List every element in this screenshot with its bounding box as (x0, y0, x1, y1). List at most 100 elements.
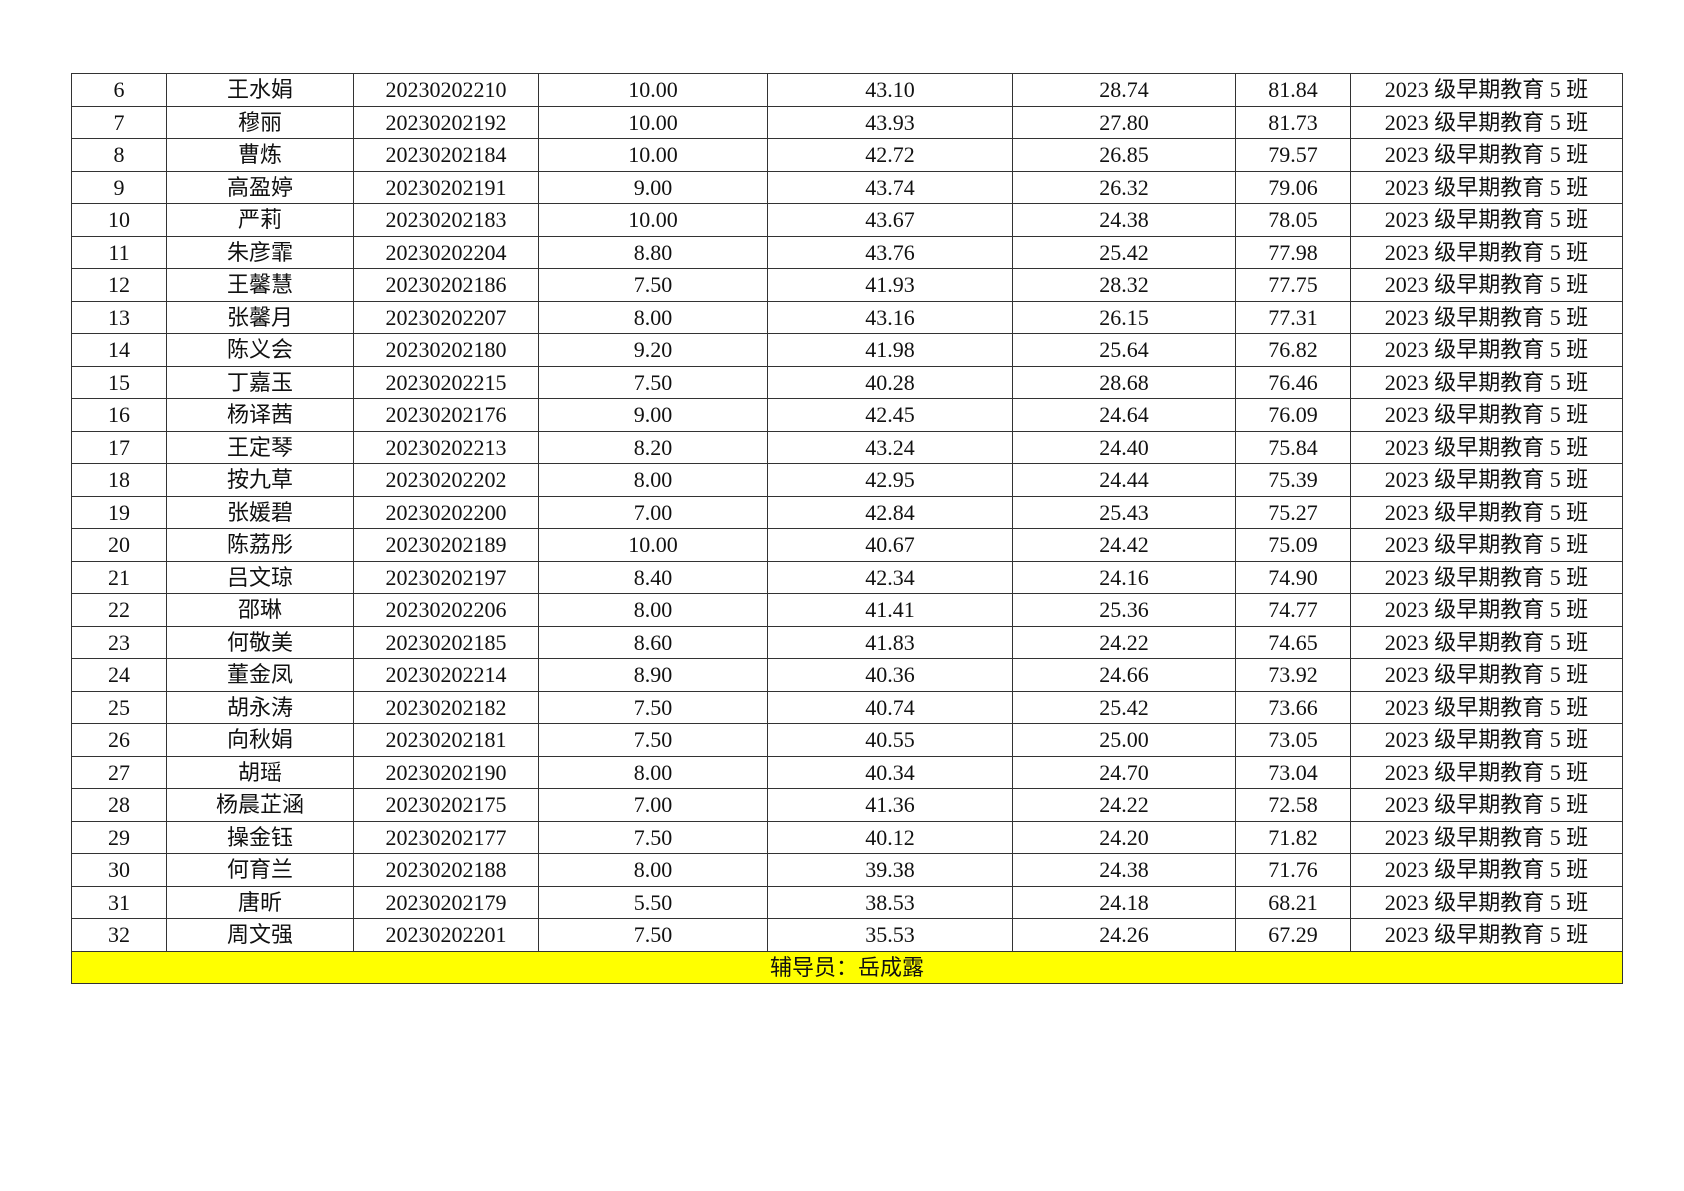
cell-total: 71.82 (1235, 820, 1351, 854)
cell-name: 陈义会 (166, 333, 354, 367)
cell-score-b: 40.34 (767, 755, 1013, 789)
cell-class: 2023 级早期教育 5 班 (1350, 918, 1623, 952)
cell-student-id: 20230202175 (353, 788, 539, 822)
cell-rank: 23 (71, 625, 167, 659)
cell-score-c: 25.64 (1012, 333, 1236, 367)
cell-student-id: 20230202207 (353, 300, 539, 334)
cell-name: 张媛碧 (166, 495, 354, 529)
cell-score-a: 8.90 (538, 658, 768, 692)
cell-rank: 22 (71, 593, 167, 627)
cell-score-b: 43.76 (767, 235, 1013, 269)
cell-score-a: 8.00 (538, 853, 768, 887)
cell-total: 67.29 (1235, 918, 1351, 952)
cell-student-id: 20230202202 (353, 463, 539, 497)
cell-rank: 6 (71, 73, 167, 107)
cell-rank: 31 (71, 885, 167, 919)
table-row: 19 张媛碧 20230202200 7.00 42.84 25.43 75.27 2023 … (71, 495, 1623, 529)
cell-score-c: 24.16 (1012, 560, 1236, 594)
cell-score-c: 28.68 (1012, 365, 1236, 399)
cell-rank: 30 (71, 853, 167, 887)
cell-class: 2023 级早期教育 5 班 (1350, 463, 1623, 497)
cell-rank: 29 (71, 820, 167, 854)
table-row: 28 杨晨芷涵 20230202175 7.00 41.36 24.22 72.58 2023… (71, 788, 1623, 822)
cell-class: 2023 级早期教育 5 班 (1350, 853, 1623, 887)
cell-class: 2023 级早期教育 5 班 (1350, 430, 1623, 464)
cell-score-b: 40.36 (767, 658, 1013, 692)
cell-class: 2023 级早期教育 5 班 (1350, 690, 1623, 724)
cell-class: 2023 级早期教育 5 班 (1350, 788, 1623, 822)
cell-class: 2023 级早期教育 5 班 (1350, 170, 1623, 204)
cell-student-id: 20230202182 (353, 690, 539, 724)
table-row: 15 丁嘉玉 20230202215 7.50 40.28 28.68 76.46 2023 … (71, 365, 1623, 399)
cell-name: 何育兰 (166, 853, 354, 887)
cell-score-a: 8.20 (538, 430, 768, 464)
table-row: 11 朱彦霏 20230202204 8.80 43.76 25.42 77.98 2023 … (71, 235, 1623, 269)
cell-score-c: 24.40 (1012, 430, 1236, 464)
cell-score-a: 7.00 (538, 495, 768, 529)
cell-rank: 32 (71, 918, 167, 952)
cell-name: 操金钰 (166, 820, 354, 854)
table-row: 14 陈义会 20230202180 9.20 41.98 25.64 76.82 2023 … (71, 333, 1623, 367)
cell-name: 唐昕 (166, 885, 354, 919)
cell-class: 2023 级早期教育 5 班 (1350, 560, 1623, 594)
cell-total: 68.21 (1235, 885, 1351, 919)
cell-score-b: 40.55 (767, 723, 1013, 757)
cell-score-c: 24.38 (1012, 203, 1236, 237)
cell-class: 2023 级早期教育 5 班 (1350, 73, 1623, 107)
cell-name: 吕文琼 (166, 560, 354, 594)
cell-student-id: 20230202192 (353, 105, 539, 139)
cell-student-id: 20230202177 (353, 820, 539, 854)
cell-student-id: 20230202184 (353, 138, 539, 172)
cell-student-id: 20230202206 (353, 593, 539, 627)
cell-score-a: 7.50 (538, 918, 768, 952)
cell-score-c: 24.66 (1012, 658, 1236, 692)
counselor-label: 辅导员：岳成露 (71, 950, 1623, 984)
cell-name: 杨晨芷涵 (166, 788, 354, 822)
cell-score-a: 8.80 (538, 235, 768, 269)
cell-student-id: 20230202190 (353, 755, 539, 789)
cell-score-a: 7.50 (538, 365, 768, 399)
cell-name: 曹炼 (166, 138, 354, 172)
cell-rank: 16 (71, 398, 167, 432)
table-row: 21 吕文琼 20230202197 8.40 42.34 24.16 74.90 2023 … (71, 560, 1623, 594)
cell-score-b: 43.93 (767, 105, 1013, 139)
cell-rank: 13 (71, 300, 167, 334)
cell-name: 周文强 (166, 918, 354, 952)
cell-score-a: 8.40 (538, 560, 768, 594)
cell-score-a: 10.00 (538, 105, 768, 139)
cell-student-id: 20230202176 (353, 398, 539, 432)
table-row: 13 张馨月 20230202207 8.00 43.16 26.15 77.31 2023 … (71, 300, 1623, 334)
cell-class: 2023 级早期教育 5 班 (1350, 820, 1623, 854)
cell-student-id: 20230202189 (353, 528, 539, 562)
cell-score-b: 41.41 (767, 593, 1013, 627)
cell-total: 76.46 (1235, 365, 1351, 399)
cell-score-b: 43.67 (767, 203, 1013, 237)
cell-total: 75.84 (1235, 430, 1351, 464)
cell-total: 81.84 (1235, 73, 1351, 107)
cell-rank: 26 (71, 723, 167, 757)
cell-rank: 17 (71, 430, 167, 464)
table-row: 24 董金凤 20230202214 8.90 40.36 24.66 73.92 2023 … (71, 658, 1623, 692)
cell-score-c: 24.22 (1012, 788, 1236, 822)
cell-rank: 9 (71, 170, 167, 204)
cell-name: 胡永涛 (166, 690, 354, 724)
cell-name: 张馨月 (166, 300, 354, 334)
cell-student-id: 20230202200 (353, 495, 539, 529)
cell-score-c: 25.42 (1012, 235, 1236, 269)
cell-score-c: 24.44 (1012, 463, 1236, 497)
cell-score-a: 9.00 (538, 398, 768, 432)
cell-class: 2023 级早期教育 5 班 (1350, 885, 1623, 919)
cell-name: 王定琴 (166, 430, 354, 464)
cell-name: 穆丽 (166, 105, 354, 139)
table-row: 8 曹炼 20230202184 10.00 42.72 26.85 79.57 2023 级… (71, 138, 1623, 172)
cell-score-c: 24.70 (1012, 755, 1236, 789)
cell-name: 向秋娟 (166, 723, 354, 757)
cell-score-b: 42.45 (767, 398, 1013, 432)
cell-student-id: 20230202215 (353, 365, 539, 399)
cell-student-id: 20230202188 (353, 853, 539, 887)
cell-name: 陈荔彤 (166, 528, 354, 562)
table-row: 17 王定琴 20230202213 8.20 43.24 24.40 75.84 2023 … (71, 430, 1623, 464)
cell-score-a: 8.00 (538, 463, 768, 497)
cell-name: 王馨慧 (166, 268, 354, 302)
table-row: 31 唐昕 20230202179 5.50 38.53 24.18 68.21 2023 级… (71, 885, 1623, 919)
